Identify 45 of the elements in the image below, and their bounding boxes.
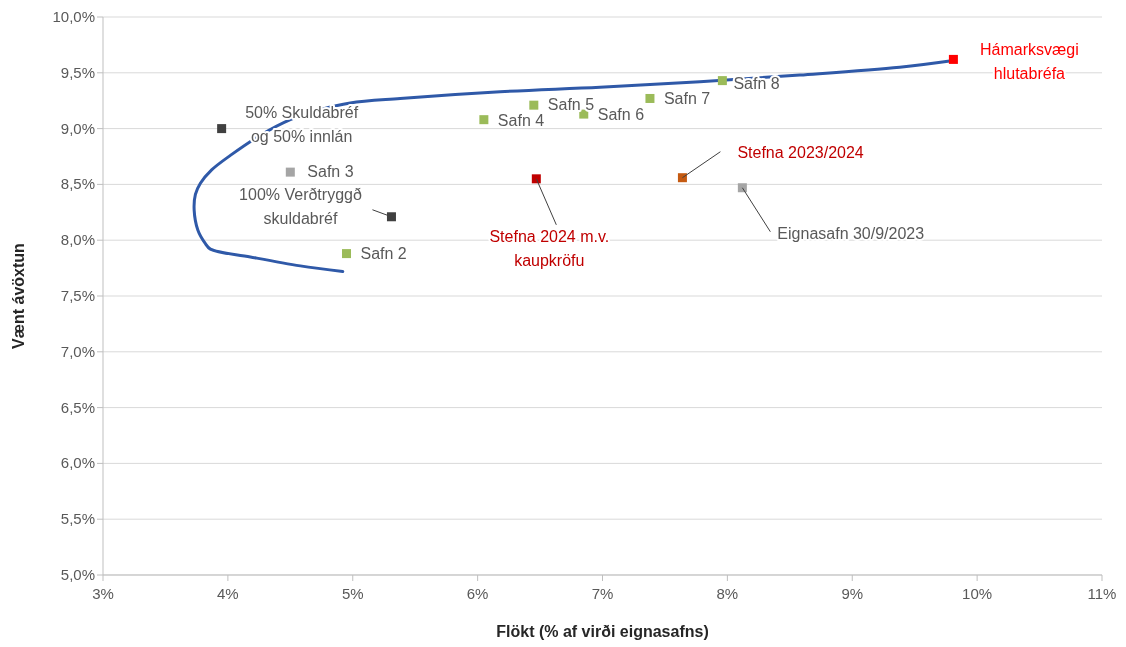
- annotation: Safn 2: [360, 244, 407, 262]
- y-tick-label: 6,0%: [60, 454, 95, 472]
- x-tick-label: 10%: [962, 585, 993, 602]
- y-tick-label: 8,5%: [60, 175, 95, 193]
- x-tick-label: 6%: [466, 585, 489, 602]
- x-tick-label: 3%: [92, 585, 114, 602]
- point: [531, 174, 541, 184]
- point: [386, 212, 396, 222]
- point: [717, 76, 727, 86]
- y-tick-label: 5,5%: [60, 510, 95, 528]
- y-tick-label: 9,0%: [60, 119, 95, 137]
- x-tick-label: 11%: [1087, 585, 1117, 602]
- annotation: Hámarksvægi hlutabréfa: [980, 41, 1079, 83]
- point: [948, 54, 958, 64]
- y-tick-label: 10,0%: [52, 8, 95, 25]
- annotation: Safn 3: [307, 163, 354, 181]
- annotation: Safn 6: [597, 106, 645, 124]
- y-tick-label: 7,5%: [60, 287, 95, 304]
- annotation: Eignasafn 30/9/2023: [777, 224, 925, 242]
- point: [677, 173, 687, 183]
- x-axis-title: Flökt (% af virði eignasafns): [496, 623, 709, 640]
- point: [529, 100, 539, 110]
- point: [645, 93, 655, 103]
- annotation: Stefna 2023/2024: [737, 143, 864, 161]
- y-tick-label: 8,0%: [60, 231, 95, 249]
- x-tick-label: 5%: [341, 585, 364, 602]
- x-tick-label: 4%: [217, 585, 239, 602]
- point: [285, 167, 295, 177]
- point: [479, 115, 489, 125]
- x-tick-label: 9%: [841, 585, 864, 602]
- y-tick-label: 5,0%: [60, 566, 95, 583]
- annotation: Safn 7: [663, 90, 711, 108]
- point: [737, 183, 747, 193]
- y-axis-title: Vænt ávöxtun: [10, 243, 27, 349]
- point: [342, 249, 352, 259]
- y-tick-label: 9,5%: [60, 63, 95, 81]
- annotation: Safn 4: [497, 111, 545, 129]
- x-tick-label: 8%: [716, 585, 739, 602]
- annotation: Stefna 2024 m.v. kaupkröfu: [489, 227, 610, 269]
- y-tick-label: 7,0%: [60, 342, 95, 360]
- annotation: Safn 5: [547, 96, 595, 114]
- point: [217, 124, 227, 134]
- annotation: 100% Verðtryggð skuldabréf: [239, 185, 362, 227]
- x-tick-label: 7%: [591, 585, 614, 602]
- y-tick-label: 6,5%: [60, 398, 95, 416]
